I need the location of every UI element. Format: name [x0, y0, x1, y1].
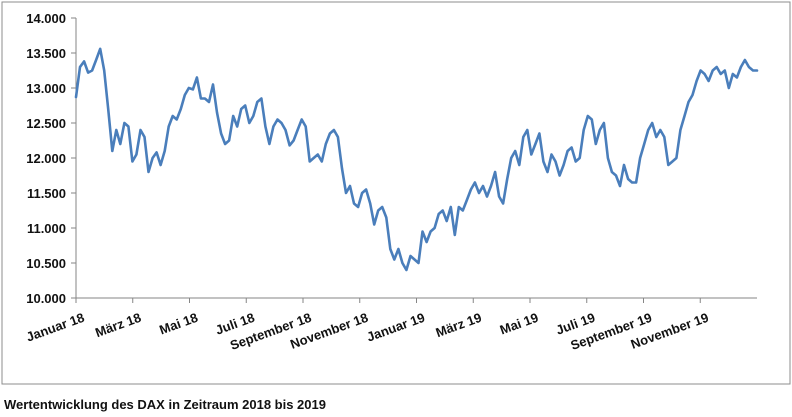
y-axis-tick-marks: [71, 17, 76, 299]
y-tick-label: 14.000: [26, 11, 66, 26]
chart-caption: Wertentwicklung des DAX in Zeitraum 2018…: [4, 397, 326, 412]
y-tick-label: 12.000: [26, 151, 66, 166]
y-tick-label: 10.000: [26, 291, 66, 306]
y-tick-label: 11.000: [27, 221, 66, 236]
y-tick-label: 12.500: [26, 116, 66, 131]
y-tick-label: 13.000: [26, 81, 66, 96]
chart-area-border: [1, 1, 791, 385]
y-tick-label: 10.500: [26, 256, 66, 271]
y-tick-label: 11.500: [27, 186, 66, 201]
series-line-dax: [74, 47, 759, 272]
y-axis-tick-labels: 10.000 10.500 11.000 11.500 12.000 12.500 13.0…: [26, 11, 66, 306]
x-axis-tick-marks: [75, 298, 701, 303]
y-tick-label: 13.500: [26, 46, 66, 61]
